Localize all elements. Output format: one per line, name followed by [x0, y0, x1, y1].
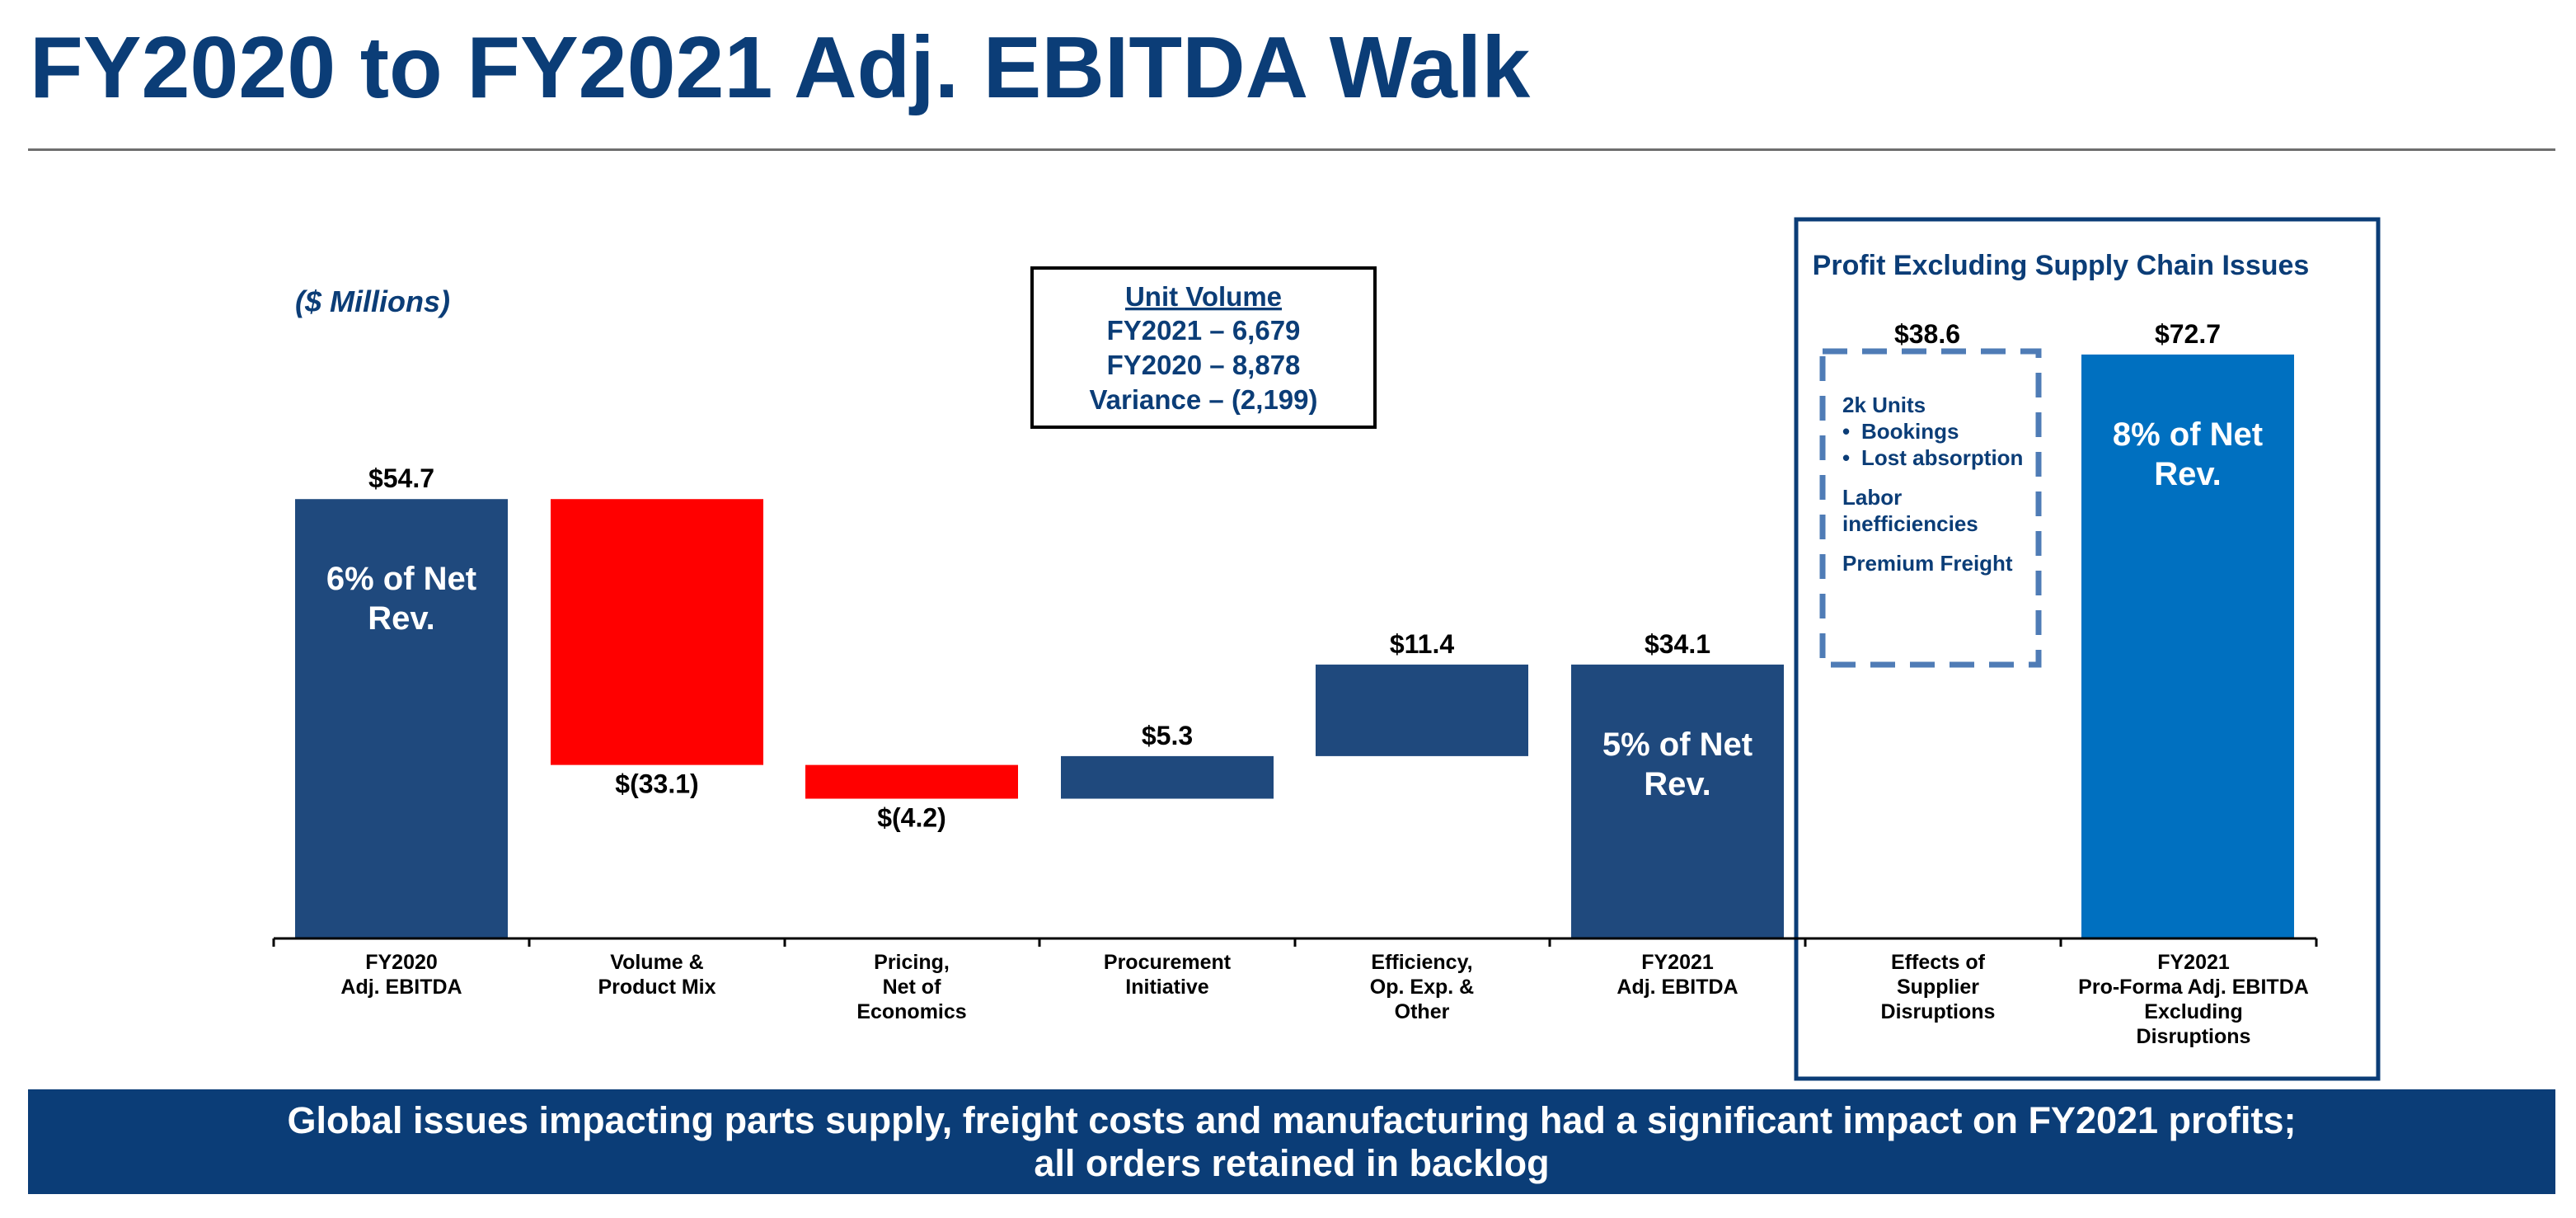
- percent-of-revenue-label: 5% of Net: [1602, 727, 1753, 763]
- decrease-bar: [805, 764, 1018, 799]
- unit-volume-heading: Unit Volume: [1125, 281, 1282, 312]
- units-label: ($ Millions): [295, 285, 450, 318]
- bar-value-label: $34.1: [1645, 629, 1710, 659]
- category-label: Pricing,: [874, 951, 950, 974]
- category-label: Disruptions: [2137, 1025, 2251, 1048]
- banner-line-2: all orders retained in backlog: [1034, 1141, 1550, 1184]
- disruption-note: inefficiencies: [1842, 511, 1978, 536]
- bar-value-label: $(4.2): [877, 803, 946, 833]
- total-bar: [295, 499, 508, 938]
- percent-of-revenue-label: Rev.: [1644, 766, 1711, 802]
- category-label: Pro-Forma Adj. EBITDA: [2078, 976, 2309, 999]
- percent-of-revenue-label: Rev.: [368, 600, 435, 637]
- bar-value-label: $5.3: [1142, 721, 1193, 750]
- total-bar: [1571, 664, 1784, 938]
- decrease-bar: [551, 499, 763, 765]
- disruption-note: 2k Units: [1842, 393, 1926, 417]
- summary-banner: Global issues impacting parts supply, fr…: [28, 1089, 2555, 1194]
- category-label: FY2021: [1641, 951, 1714, 974]
- percent-of-revenue-label: Rev.: [2154, 456, 2222, 492]
- category-label: Adj. EBITDA: [340, 976, 462, 999]
- ebitda-waterfall-chart: Profit Excluding Supply Chain Issues ($ M…: [272, 217, 2381, 1081]
- category-label: Disruptions: [1881, 1000, 1996, 1023]
- bar-value-label: $(33.1): [615, 769, 698, 799]
- unit-volume-line: Variance – (2,199): [1089, 384, 1317, 415]
- disruption-note: Lost absorption: [1861, 445, 2023, 470]
- banner-line-1: Global issues impacting parts supply, fr…: [287, 1098, 2297, 1141]
- increase-bar: [1061, 755, 1274, 799]
- disruption-note: Labor: [1842, 485, 1902, 510]
- unit-volume-box: [1030, 266, 1377, 429]
- percent-of-revenue-label: 8% of Net: [2113, 416, 2263, 453]
- bar-value-label: $54.7: [368, 463, 434, 493]
- category-label: Procurement: [1104, 951, 1232, 974]
- disruption-note: Premium Freight: [1842, 551, 2013, 576]
- bullet-icon: •: [1842, 419, 1850, 444]
- category-label: Supplier: [1897, 976, 1979, 999]
- increase-bar: [1316, 664, 1528, 756]
- category-label: FY2020: [365, 951, 438, 974]
- bar-value-label: $72.7: [2155, 319, 2221, 349]
- bar-value-label: $11.4: [1390, 629, 1455, 659]
- category-label: Initiative: [1125, 976, 1209, 999]
- highlight-box: [1794, 217, 2381, 1081]
- disruption-dashed-box: [1819, 348, 2042, 668]
- bullet-icon: •: [1842, 445, 1850, 470]
- disruption-note: Bookings: [1861, 419, 1959, 444]
- category-label: Volume &: [610, 951, 703, 974]
- unit-volume-line: FY2021 – 6,679: [1107, 315, 1301, 346]
- title-divider: [28, 148, 2555, 151]
- category-label: Economics: [856, 1000, 966, 1023]
- category-label: FY2021: [2157, 951, 2230, 974]
- total-bar: [2081, 354, 2294, 939]
- category-label: Adj. EBITDA: [1616, 976, 1738, 999]
- category-label: Net of: [883, 976, 942, 999]
- category-label: Efficiency,: [1371, 951, 1472, 974]
- bar-value-label: $38.6: [1894, 319, 1960, 349]
- page-title: FY2020 to FY2021 Adj. EBITDA Walk: [30, 19, 1531, 116]
- category-label: Excluding: [2144, 1000, 2242, 1023]
- category-label: Other: [1395, 1000, 1450, 1023]
- unit-volume-line: FY2020 – 8,878: [1107, 350, 1301, 380]
- category-label: Effects of: [1891, 951, 1986, 974]
- category-label: Op. Exp. &: [1370, 976, 1474, 999]
- category-label: Product Mix: [598, 976, 716, 999]
- percent-of-revenue-label: 6% of Net: [326, 561, 476, 597]
- highlight-box-title: Profit Excluding Supply Chain Issues: [1813, 250, 2310, 281]
